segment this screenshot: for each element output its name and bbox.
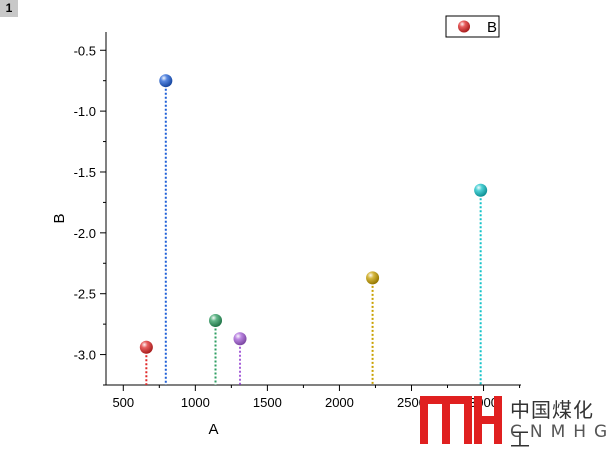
cnmhg-logo-mark [420, 396, 502, 444]
legend-box [445, 15, 500, 38]
legend-label: B [487, 19, 497, 36]
watermark-english-text: CNMHG [510, 422, 606, 442]
legend-marker-gloss [458, 20, 470, 33]
stem-marks [139, 74, 488, 385]
x-tick-label: 500 [112, 395, 134, 410]
data-point-gloss [159, 74, 173, 88]
data-point-gloss [366, 271, 380, 285]
y-tick-label: -0.5 [74, 43, 96, 58]
x-tick-label: 2500 [397, 395, 426, 410]
x-tick-label: 1500 [253, 395, 282, 410]
y-tick-label: -1.0 [74, 104, 96, 119]
y-tick-label: -2.5 [74, 287, 96, 302]
watermark-chinese-text: 中国煤化工 [510, 398, 594, 451]
axes-group: 500 1000 1500 2000 2500 3000-0.5-1.0-1.5-2.0-… [51, 32, 521, 438]
y-tick-label: -2.0 [74, 226, 96, 241]
data-point-gloss [209, 313, 223, 327]
cnmhg-watermark-logo: 中国煤化工 CNMHG [418, 392, 606, 451]
y-tick-label: -1.5 [74, 165, 96, 180]
y-axis-title: B [51, 213, 68, 223]
legend: B [445, 15, 500, 38]
x-axis-title: A [208, 421, 218, 438]
data-point-gloss [139, 340, 153, 354]
data-point-gloss [474, 183, 488, 197]
data-point-gloss [233, 332, 247, 346]
x-tick-label: 1000 [181, 395, 210, 410]
x-tick-label: 2000 [325, 395, 354, 410]
panel-number-badge: 1 [0, 0, 18, 17]
y-tick-label: -3.0 [74, 348, 96, 363]
